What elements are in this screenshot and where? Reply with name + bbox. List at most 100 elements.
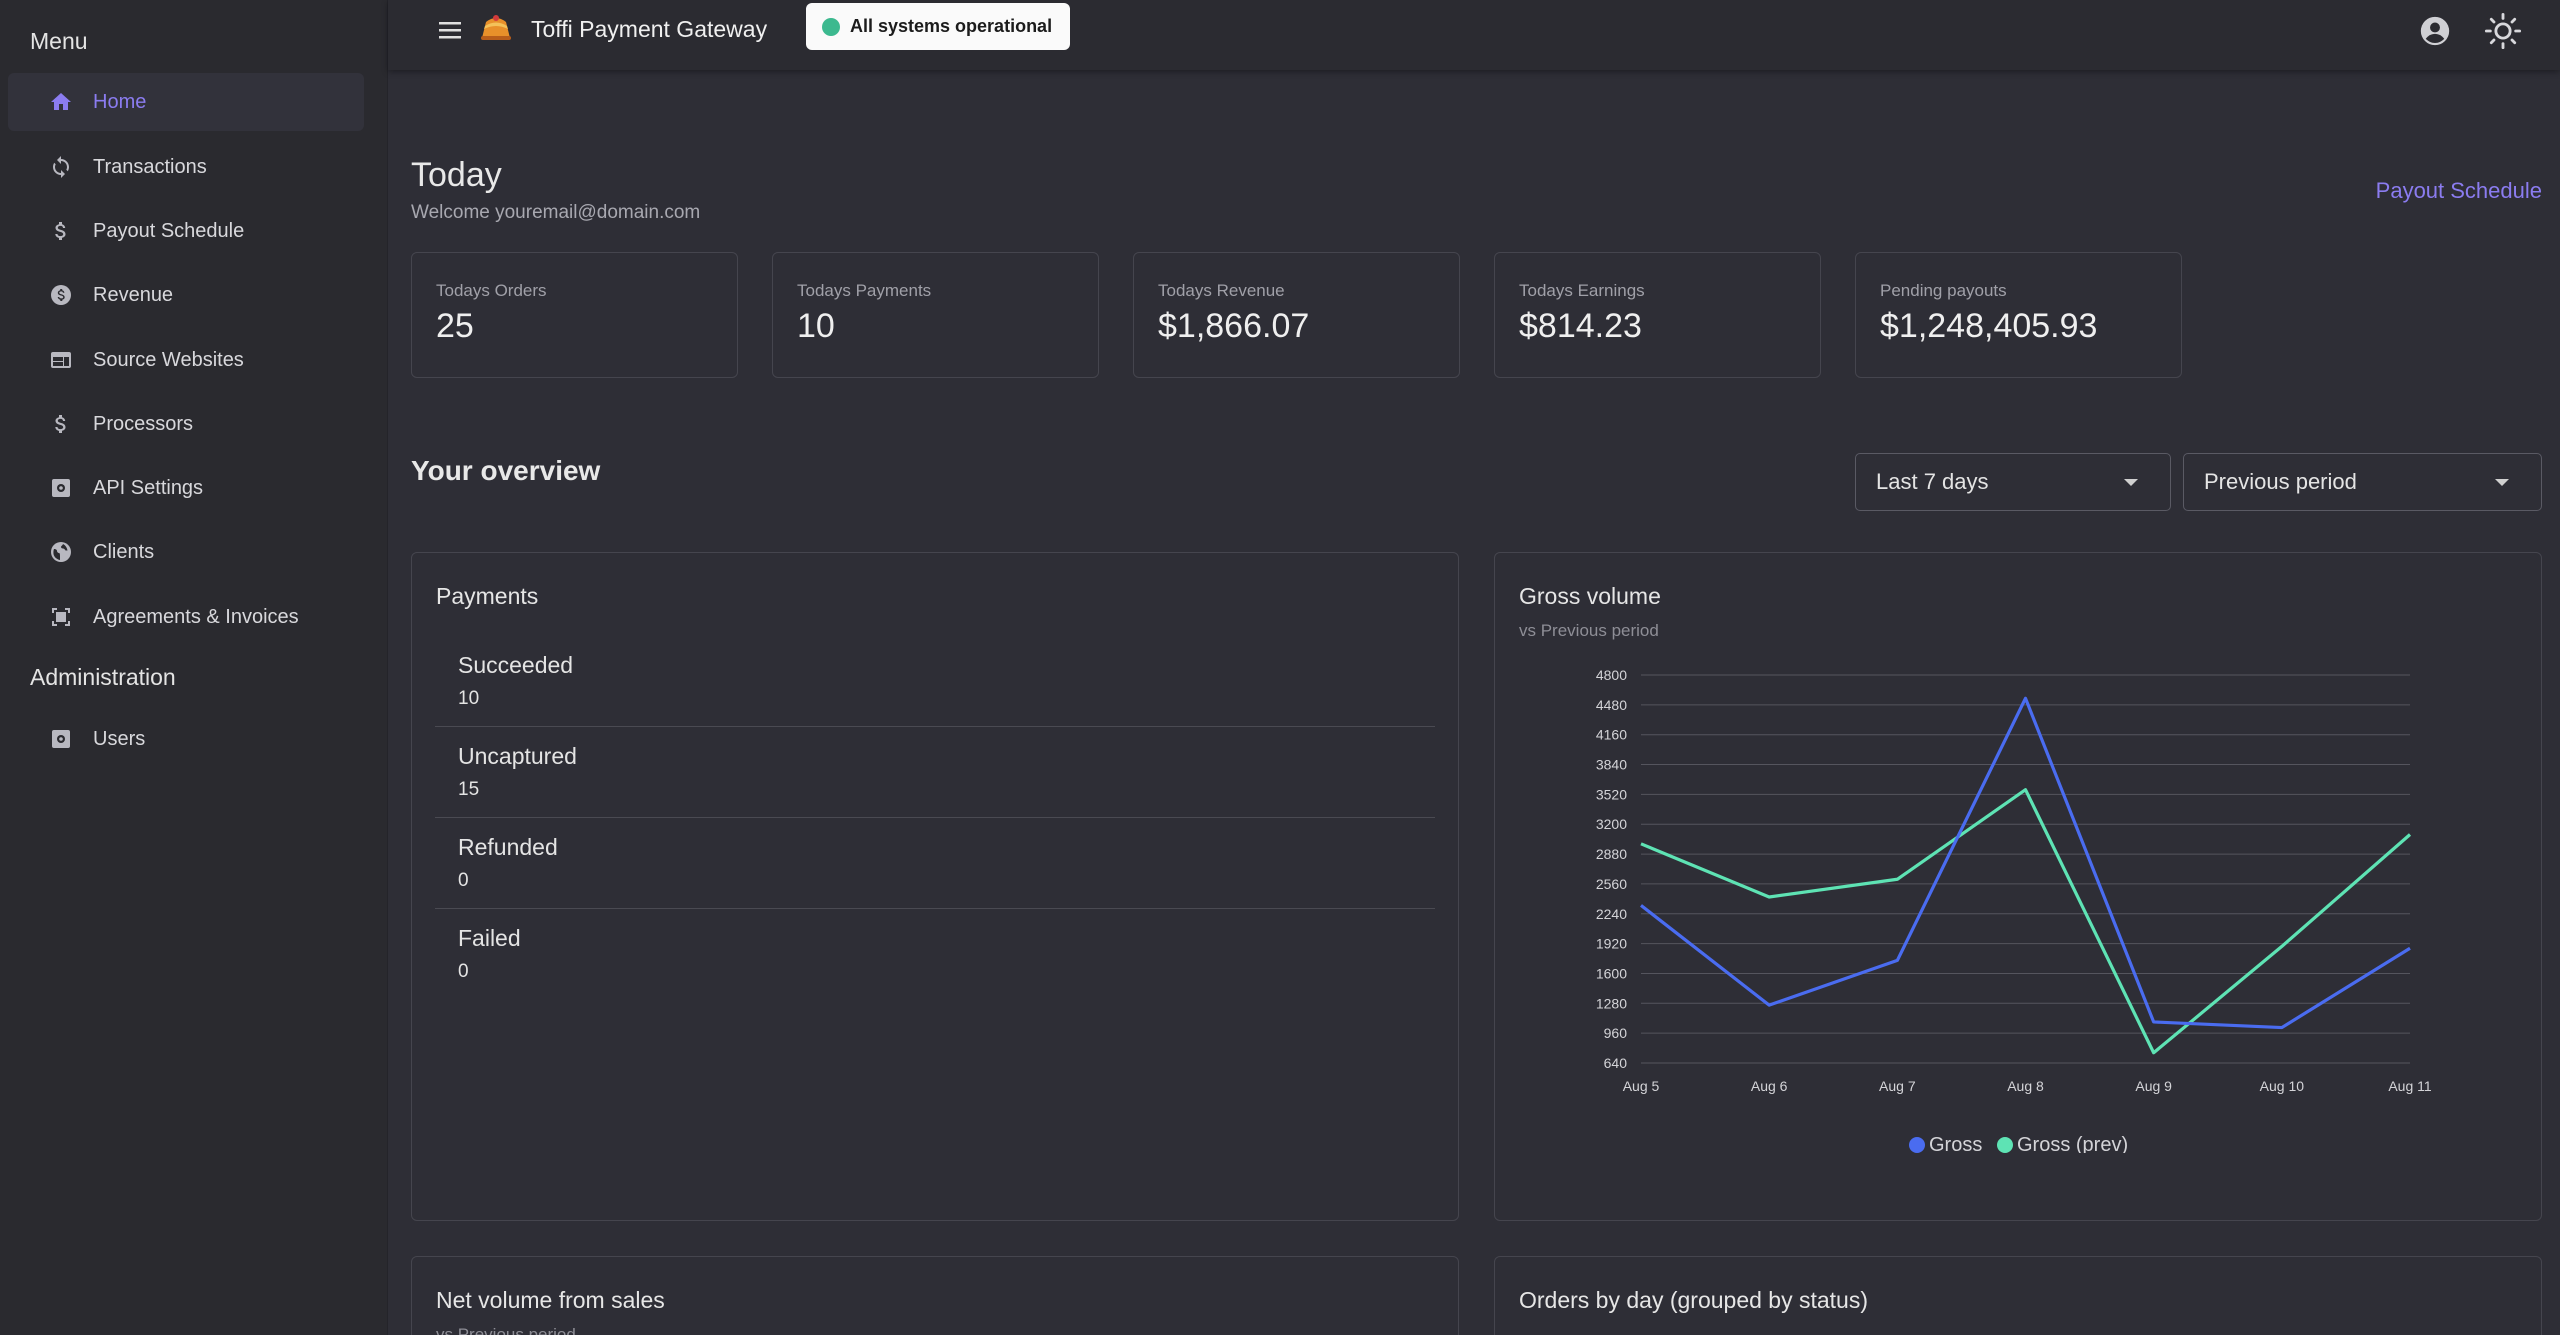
payment-status-count: 0 [458,870,469,891]
sidebar-item-label: API Settings [93,476,204,499]
payments-panel: Payments Succeeded 10 Uncaptured 15 Refu… [411,552,1459,1221]
stat-label: Todays Earnings [1519,281,1645,300]
stat-card-payments: Todays Payments 10 [772,252,1099,378]
legend-label[interactable]: Gross [1929,1134,1982,1153]
panel-subtitle: vs Previous period [1519,621,1659,640]
account-circle-icon[interactable] [2418,14,2452,48]
stat-value: $814.23 [1519,307,1642,345]
payout-schedule-link[interactable]: Payout Schedule [2375,178,2542,203]
administration-heading: Administration [30,664,176,690]
system-status-badge[interactable]: All systems operational [806,3,1071,50]
payment-status-row-uncaptured: Uncaptured 15 [435,727,1435,818]
sidebar-item-label: Source Websites [93,348,244,371]
panel-title: Gross volume [1519,583,1661,609]
overview-title: Your overview [411,455,601,486]
y-tick-label: 1600 [1596,965,1627,981]
web-icon [49,348,73,372]
y-tick-label: 4480 [1596,697,1627,713]
welcome-text: Welcome youremail@domain.com [411,202,701,223]
menu-icon[interactable] [436,18,466,42]
sidebar-item-clients[interactable]: Clients [8,523,364,581]
sidebar: Menu Home Transactions Payout Schedule R… [0,0,388,1335]
gross-volume-panel: Gross volume vs Previous period 640 960 12… [1494,552,2542,1221]
legend-marker [1909,1137,1925,1153]
menu-heading: Menu [30,28,88,54]
payment-status-row-refunded: Refunded 0 [435,818,1435,909]
settings-box-icon [49,476,73,500]
x-tick-label: Aug 10 [2260,1078,2305,1094]
sidebar-item-processors[interactable]: Processors [8,395,364,453]
sidebar-item-source-websites[interactable]: Source Websites [8,331,364,389]
legend-marker [1997,1137,2013,1153]
stat-card-orders: Todays Orders 25 [411,252,738,378]
stat-card-pending-payouts: Pending payouts $1,248,405.93 [1855,252,2182,378]
x-tick-label: Aug 11 [2388,1078,2432,1094]
y-tick-label: 3840 [1596,757,1627,773]
sidebar-item-label: Payout Schedule [93,219,245,242]
legend-label[interactable]: Gross (prev) [2017,1134,2128,1153]
sidebar-item-agreements-invoices[interactable]: Agreements & Invoices [8,588,364,646]
stat-value: $1,866.07 [1158,307,1310,345]
payment-status-name: Uncaptured [458,743,577,769]
x-tick-label: Aug 7 [1879,1078,1916,1094]
y-tick-label: 1920 [1596,936,1627,952]
payment-status-row-failed: Failed 0 [435,909,1435,1000]
top-bar: Toffi Payment Gateway All systems operat… [388,0,2560,70]
dropdown-arrow-icon [2124,479,2138,486]
dropdown-arrow-icon [2495,479,2509,486]
gross-volume-chart: 640 960 1280 1600 1920 2240 2560 2880 3200 3520 38… [1596,667,2432,1153]
payment-status-name: Succeeded [458,652,574,678]
dollar-icon [49,219,73,243]
document-scan-icon [49,605,73,629]
panel-title: Payments [436,583,539,609]
compare-period-select[interactable]: Previous period [2183,453,2542,511]
app-title: Toffi Payment Gateway [531,16,768,42]
sidebar-item-label: Agreements & Invoices [93,605,299,628]
panel-title: Net volume from sales [436,1287,665,1313]
x-tick-label: Aug 5 [1623,1078,1660,1094]
dollar-icon [49,412,73,436]
home-icon [49,90,73,114]
sidebar-item-label: Home [93,90,147,113]
sidebar-item-transactions[interactable]: Transactions [8,138,364,196]
panel-subtitle: vs Previous period [436,1325,576,1335]
sidebar-item-label: Users [93,727,146,750]
y-tick-label: 1280 [1596,995,1627,1011]
sidebar-item-api-settings[interactable]: API Settings [8,459,364,517]
panel-title: Orders by day (grouped by status) [1519,1287,1868,1313]
orders-by-day-panel: Orders by day (grouped by status) [1494,1256,2542,1335]
stat-label: Todays Orders [436,281,547,300]
payment-status-row-succeeded: Succeeded 10 [435,636,1435,727]
x-tick-label: Aug 9 [2135,1078,2172,1094]
sidebar-item-label: Processors [93,412,194,435]
date-range-select[interactable]: Last 7 days [1855,453,2171,511]
page-title: Today [411,156,502,194]
payment-status-name: Failed [458,925,521,951]
y-tick-label: 2560 [1596,876,1627,892]
stat-value: $1,248,405.93 [1880,307,2098,345]
sidebar-item-home[interactable]: Home [8,73,364,131]
y-tick-label: 2880 [1596,846,1627,862]
sidebar-item-revenue[interactable]: Revenue [8,266,364,324]
stat-value: 25 [436,307,474,345]
stat-label: Todays Revenue [1158,281,1285,300]
light-mode-icon[interactable] [2484,12,2522,50]
sidebar-item-users[interactable]: Users [8,710,364,768]
x-tick-label: Aug 6 [1751,1078,1788,1094]
settings-box-icon [49,727,73,751]
payment-status-count: 0 [458,961,469,982]
y-tick-label: 4160 [1596,727,1627,743]
stat-value: 10 [797,307,835,345]
stat-label: Pending payouts [1880,281,2007,300]
net-volume-panel: Net volume from sales vs Previous period [411,1256,1459,1335]
x-tick-label: Aug 8 [2007,1078,2044,1094]
y-tick-label: 3200 [1596,816,1627,832]
stat-label: Todays Payments [797,281,932,300]
y-tick-label: 3520 [1596,786,1627,802]
series-line-gross [1640,696,2411,1030]
y-tick-label: 640 [1604,1055,1628,1071]
sidebar-item-payout-schedule[interactable]: Payout Schedule [8,202,364,260]
globe-icon [49,540,73,564]
payment-status-name: Refunded [458,834,558,860]
series-line-gross-prev [1640,788,2412,1055]
